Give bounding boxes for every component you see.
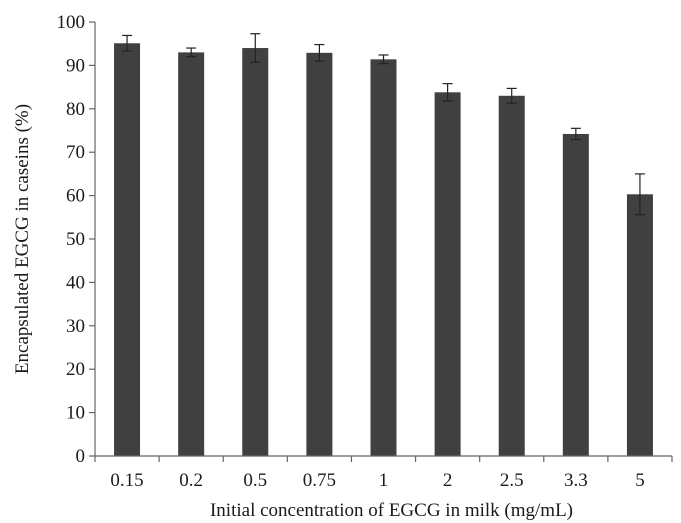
bar-0.5: [242, 48, 269, 456]
error-bar-3.3: [570, 127, 581, 141]
y-tick-label: 30: [66, 316, 85, 337]
x-tick-label: 5: [635, 470, 645, 491]
y-tick-label: 60: [66, 186, 85, 207]
bar-0.75: [306, 52, 333, 457]
y-tick-label: 90: [66, 55, 85, 76]
y-axis-ticks: 0 10 20 30 40 50 60 70 80 90 100: [57, 12, 95, 467]
error-bar-0.2: [186, 47, 197, 58]
x-tick-label: 2.5: [500, 470, 524, 491]
x-tick-label: 0.15: [110, 470, 143, 491]
bars: [114, 43, 653, 457]
x-tick-label: 2: [443, 470, 453, 491]
y-tick-label: 70: [66, 142, 85, 163]
error-bar-2: [442, 83, 453, 102]
y-tick-label: 80: [66, 99, 85, 120]
error-bars: [122, 33, 645, 216]
error-bar-0.5: [250, 33, 261, 63]
bar-3.3: [562, 133, 589, 457]
y-tick-label: 40: [66, 272, 85, 293]
error-bar-5: [634, 173, 645, 216]
bar-2: [434, 92, 461, 457]
y-tick-label: 50: [66, 229, 85, 250]
y-tick-label: 0: [76, 446, 86, 467]
x-tick-label: 0.2: [179, 470, 203, 491]
bar-1: [370, 59, 397, 456]
y-axis-title: Encapsulated EGCG in caseins (%): [12, 104, 33, 374]
y-tick-label: 100: [57, 12, 86, 33]
x-axis-title: Initial concentration of EGCG in milk (m…: [210, 500, 573, 521]
x-tick-label: 0.75: [303, 470, 336, 491]
bar-0.15: [114, 43, 141, 457]
x-tick-label: 1: [379, 470, 389, 491]
bar-0.2: [178, 52, 205, 456]
y-tick-label: 20: [66, 359, 85, 380]
x-tick-label: 0.5: [243, 470, 267, 491]
error-bar-2.5: [506, 87, 517, 104]
error-bar-0.75: [314, 43, 325, 62]
bar-2.5: [498, 95, 525, 456]
x-axis-ticks: 0.15 0.2 0.5 0.75 1 2 2.5 3.3 5: [94, 456, 673, 491]
x-tick-label: 3.3: [564, 470, 588, 491]
error-bar-0.15: [122, 34, 133, 52]
bar-5: [626, 194, 653, 456]
y-tick-label: 10: [66, 403, 85, 424]
error-bar-1: [378, 54, 389, 65]
